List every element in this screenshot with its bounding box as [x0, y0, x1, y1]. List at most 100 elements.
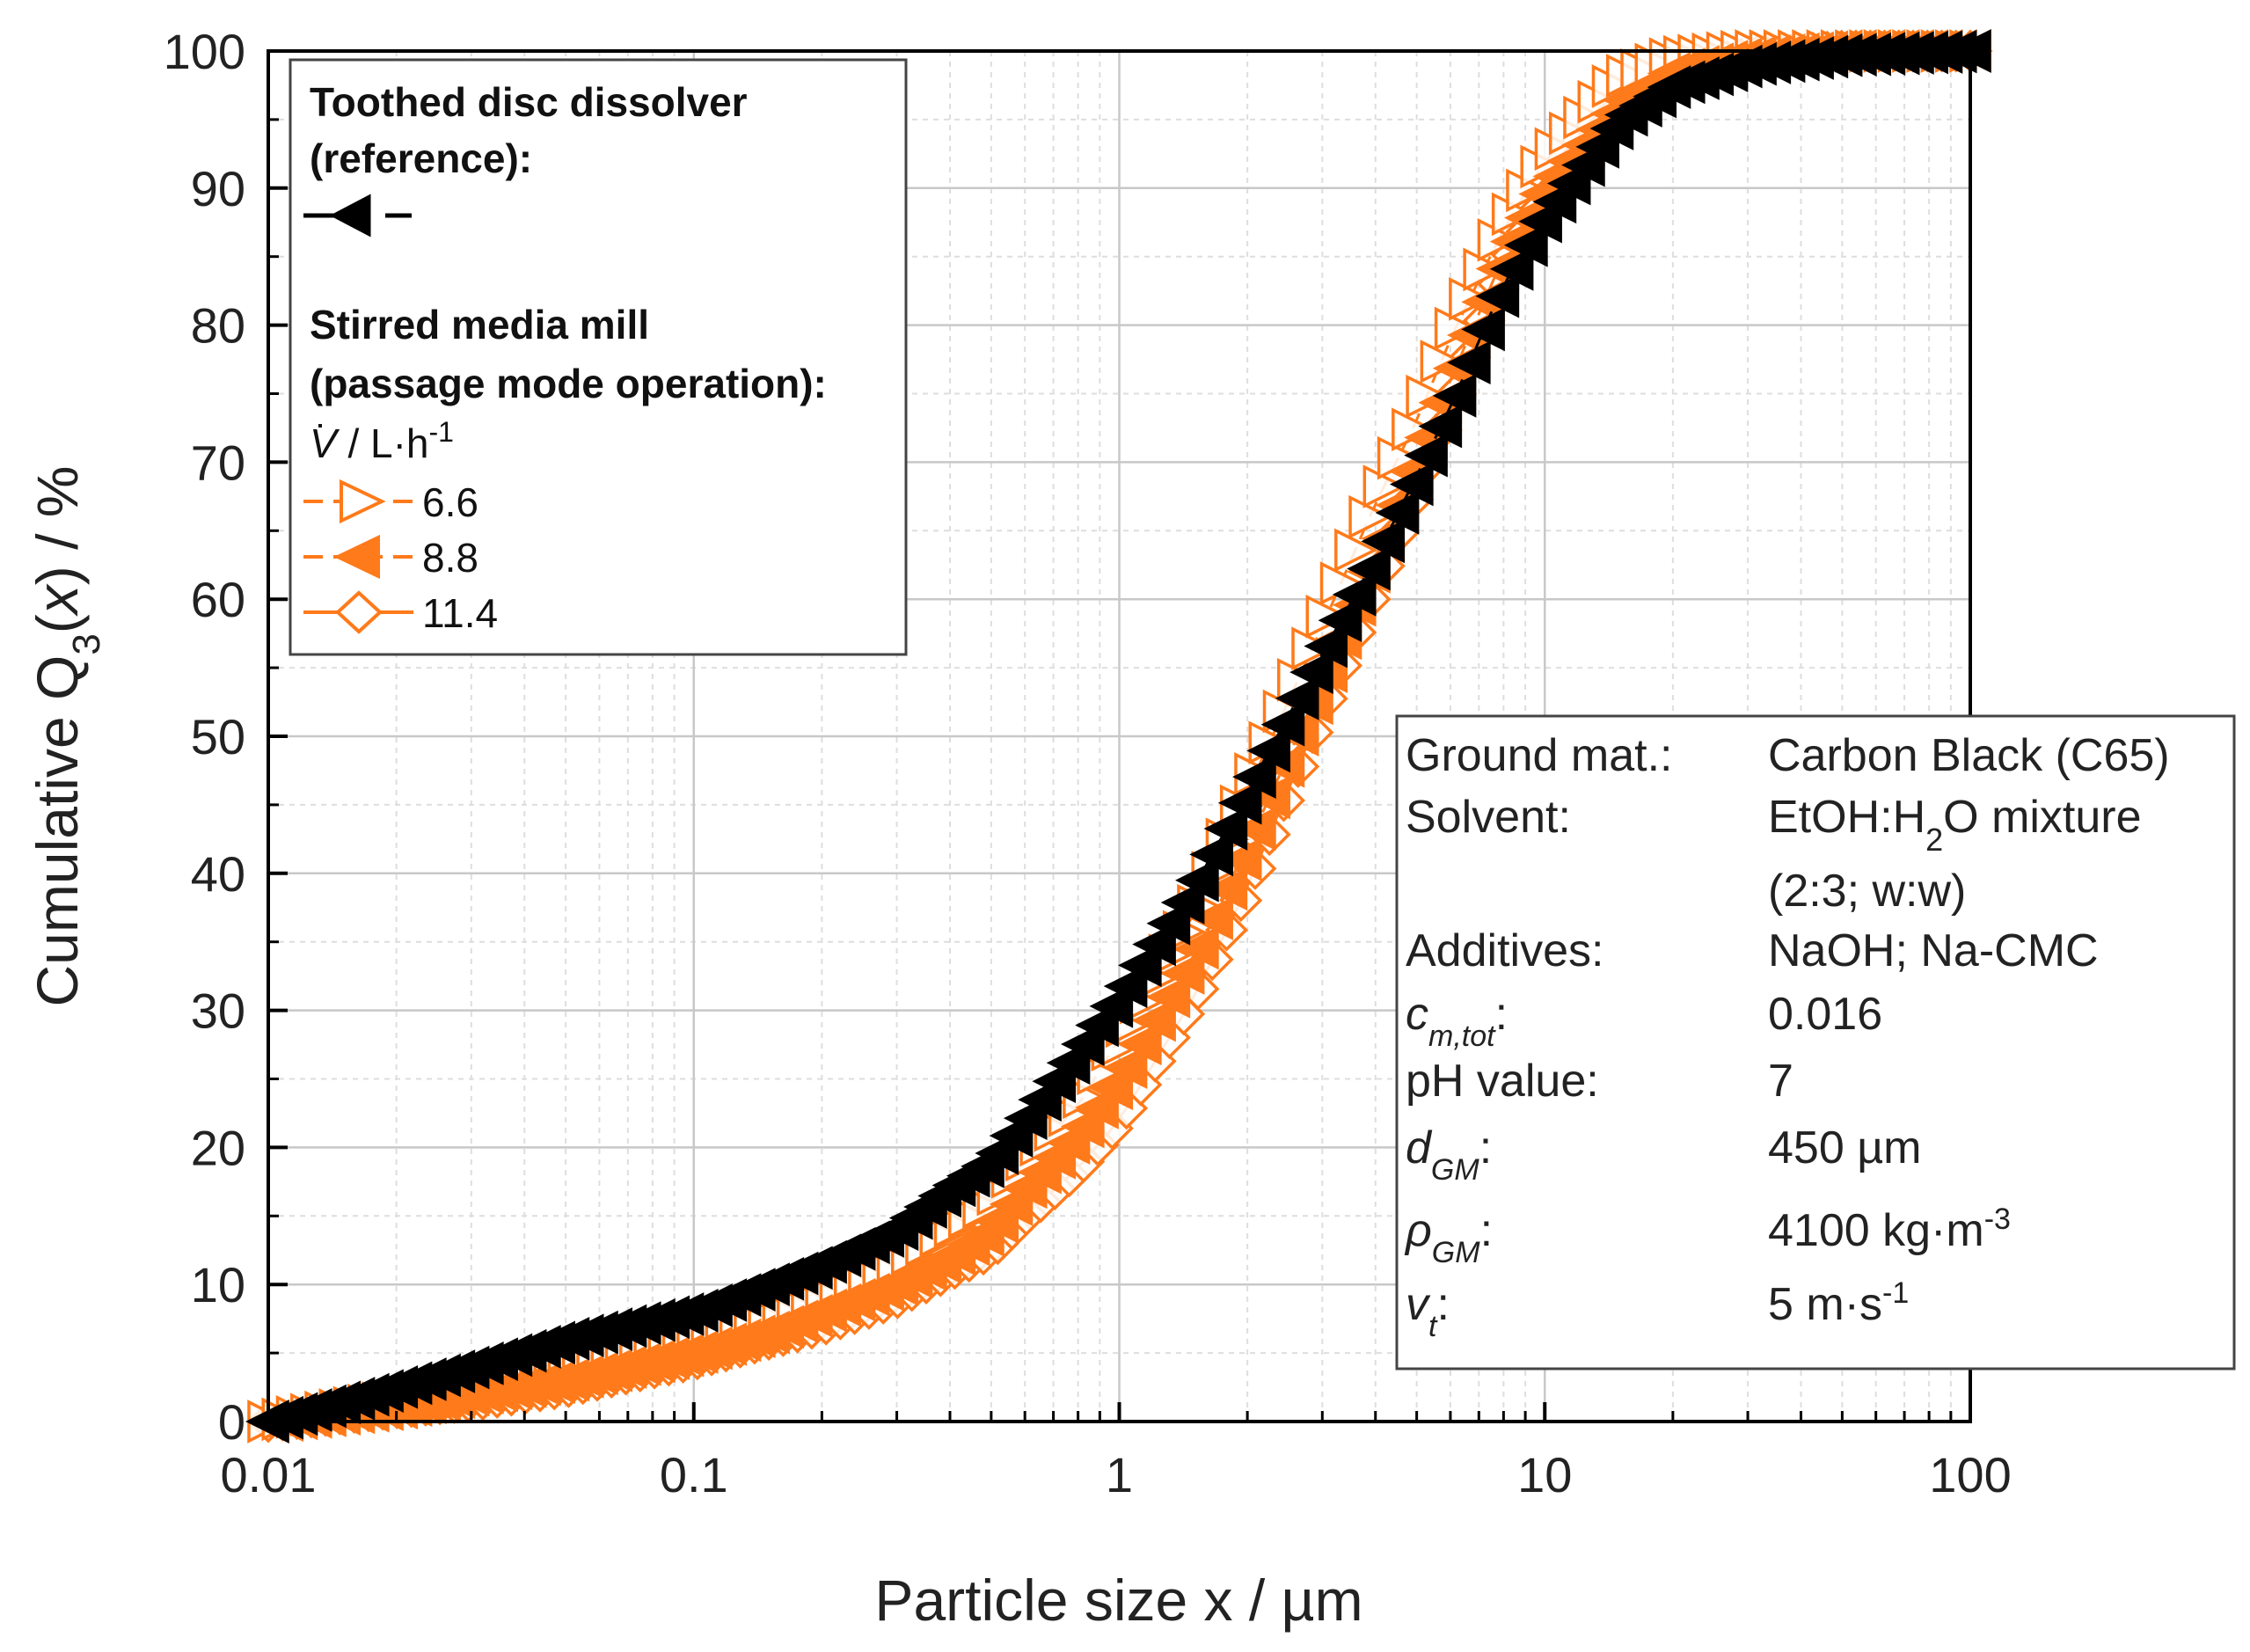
- data-point: [1475, 274, 1520, 318]
- data-point: [1232, 755, 1276, 799]
- info-value-vt: 5 m·s-1: [1768, 1276, 1909, 1330]
- data-point: [1504, 223, 1548, 267]
- data-point: [1132, 998, 1176, 1042]
- data-point: [1175, 858, 1219, 903]
- y-tick-label: 90: [191, 161, 245, 216]
- data-point: [1289, 650, 1333, 695]
- y-tick-label: 50: [191, 709, 245, 764]
- data-point: [1146, 901, 1191, 946]
- data-point: [1075, 1085, 1119, 1129]
- legend-marker-reference: [329, 194, 371, 238]
- info-value-cm-tot: 0.016: [1768, 989, 1882, 1040]
- info-value-ground-mat: Carbon Black (C65): [1768, 730, 2170, 781]
- data-point: [1389, 462, 1434, 507]
- info-label-ph: pH value:: [1406, 1056, 1599, 1107]
- data-point: [1189, 896, 1233, 940]
- legend-group1-title-line2: (reference):: [310, 135, 532, 181]
- x-tick-label: 0.01: [221, 1447, 317, 1502]
- legend-label-8-8: 8.8: [422, 535, 478, 581]
- info-box: Ground mat.: Carbon Black (C65) Solvent:…: [1395, 714, 2236, 1371]
- y-tick-label: 40: [191, 846, 245, 902]
- info-label-vt: vt:: [1406, 1279, 1450, 1343]
- data-point: [1103, 1045, 1148, 1089]
- y-tick-label: 0: [218, 1394, 245, 1450]
- x-axis-title: Particle size x / µm: [874, 1568, 1362, 1633]
- legend-marker-11-4: [335, 590, 383, 634]
- y-tick-label: 70: [191, 435, 245, 490]
- legend-label-11-4: 11.4: [422, 590, 498, 636]
- info-label-dgm: dGM:: [1406, 1122, 1492, 1187]
- data-point: [1117, 943, 1162, 988]
- x-tick-label: 1: [1106, 1447, 1133, 1502]
- legend-sample-11-4: [303, 590, 413, 634]
- data-point: [1103, 964, 1148, 1008]
- legend: Toothed disc dissolver (reference): Stir…: [289, 58, 908, 656]
- legend-sample-6-6: [303, 479, 413, 524]
- data-point: [1089, 1066, 1134, 1111]
- data-point: [1246, 728, 1290, 773]
- y-tick-label: 80: [191, 298, 245, 354]
- info-value-rho-gm: 4100 kg·m-3: [1768, 1202, 2011, 1256]
- data-point: [1404, 433, 1448, 478]
- y-tick-label: 30: [191, 983, 245, 1039]
- data-point: [1304, 624, 1348, 669]
- info-label-cm-tot: cm,tot:: [1406, 989, 1508, 1053]
- info-box-frame: [1395, 714, 2236, 1371]
- x-tick-label: 100: [1929, 1447, 2011, 1502]
- info-label-solvent: Solvent:: [1406, 792, 1571, 843]
- data-point: [1418, 404, 1463, 449]
- axis-ticks: 0.01 0.1 1 10 100 0 10 20 30 40 50 60 70 80 90 100: [164, 24, 2012, 1502]
- info-value-additives: NaOH; Na-CMC: [1768, 925, 2099, 976]
- data-point: [1117, 1021, 1162, 1066]
- data-point: [1217, 780, 1262, 825]
- info-value-dgm: 450 µm: [1768, 1122, 1921, 1173]
- data-point: [1075, 1003, 1119, 1048]
- data-point: [1332, 573, 1377, 617]
- data-point: [1160, 881, 1205, 925]
- data-point: [1461, 307, 1505, 352]
- legend-flow-label: V / L·h-1: [310, 416, 454, 466]
- data-point: [1347, 546, 1391, 591]
- info-label-rho-gm: ρGM:: [1404, 1205, 1493, 1269]
- data-point: [1489, 246, 1534, 291]
- legend-marker-8-8: [333, 534, 380, 580]
- data-point: [1089, 983, 1134, 1028]
- series-reference: [245, 29, 1991, 1444]
- info-value-solvent-line2: (2:3; w:w): [1768, 866, 1966, 917]
- x-tick-label: 0.1: [660, 1447, 728, 1502]
- y-tick-label: 20: [191, 1120, 245, 1175]
- data-point: [1432, 374, 1477, 418]
- data-point: [1518, 199, 1562, 244]
- data-point: [1375, 491, 1420, 535]
- data-point: [1146, 974, 1191, 1019]
- legend-group2-title-line2: (passage mode operation):: [310, 361, 827, 406]
- data-point: [1175, 925, 1219, 970]
- legend-group2-title-line1: Stirred media mill: [310, 302, 649, 347]
- legend-box: [289, 58, 908, 656]
- data-point: [1362, 464, 1407, 508]
- data-point: [1334, 528, 1378, 573]
- info-value-ph: 7: [1768, 1056, 1793, 1107]
- legend-label-6-6: 6.6: [422, 479, 478, 525]
- y-tick-label: 100: [164, 24, 245, 79]
- plot-series: [245, 29, 1993, 1444]
- x-tick-label: 10: [1517, 1447, 1572, 1502]
- data-point: [1203, 866, 1248, 911]
- data-point: [1217, 837, 1262, 881]
- data-point: [1348, 494, 1392, 539]
- info-label-ground-mat: Ground mat.:: [1406, 730, 1672, 781]
- data-point: [1060, 1022, 1105, 1066]
- y-tick-label: 10: [191, 1257, 245, 1312]
- data-point: [1260, 702, 1305, 747]
- y-axis-title: Cumulative Q3(x) / %: [25, 466, 108, 1007]
- data-point: [1361, 519, 1406, 564]
- data-point: [1377, 435, 1421, 480]
- data-point: [1318, 598, 1362, 643]
- y-tick-label: 60: [191, 572, 245, 627]
- data-point: [1446, 340, 1491, 384]
- data-point: [1160, 951, 1205, 995]
- data-point: [1060, 1104, 1105, 1149]
- data-point: [1203, 807, 1248, 851]
- legend-marker-6-6: [340, 479, 386, 524]
